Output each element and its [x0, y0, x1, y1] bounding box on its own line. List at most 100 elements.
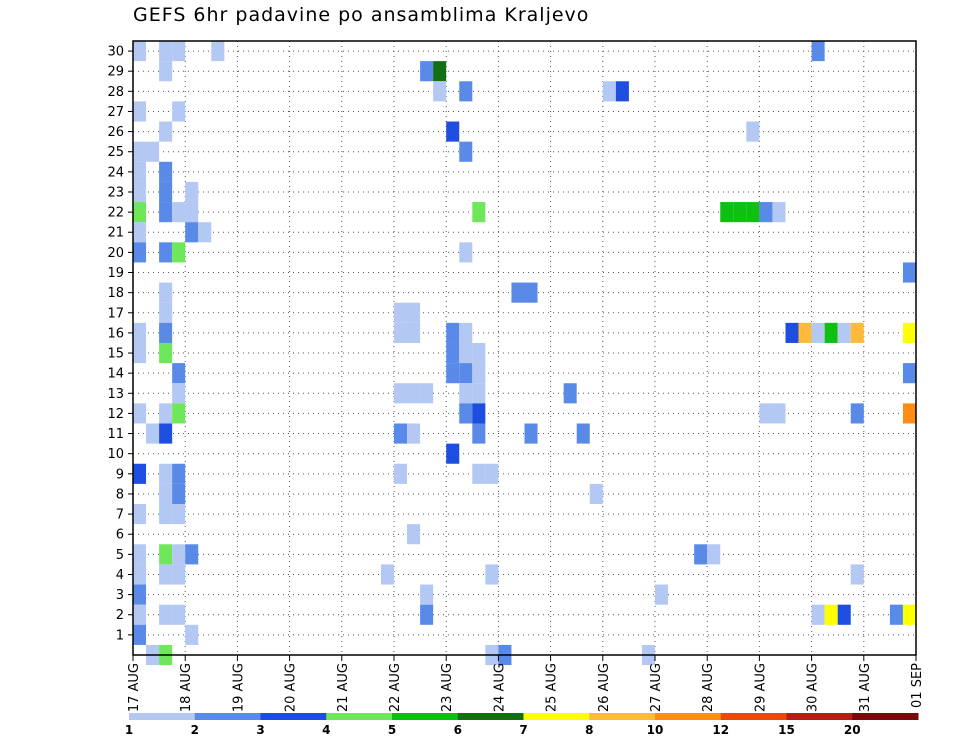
- y-tick-label: 25: [107, 145, 124, 160]
- heatmap-cell: [694, 544, 708, 565]
- y-tick-label: 11: [107, 427, 124, 442]
- y-tick-label: 12: [107, 407, 124, 422]
- heatmap-cell: [172, 101, 186, 122]
- heatmap-cell: [811, 41, 825, 62]
- heatmap-cell: [407, 302, 421, 323]
- y-tick-label: 27: [107, 105, 124, 120]
- heatmap-cell: [133, 41, 147, 62]
- heatmap-cell: [459, 383, 473, 404]
- heatmap-cell: [459, 141, 473, 162]
- y-tick-label: 6: [116, 528, 124, 543]
- heatmap-cell: [159, 483, 173, 505]
- heatmap-cell: [159, 161, 173, 182]
- colorbar-swatch: [260, 713, 327, 720]
- heatmap-cell: [394, 423, 408, 444]
- heatmap-cell: [159, 302, 173, 323]
- colorbar-label: 4: [322, 723, 330, 737]
- colorbar-label: 6: [454, 723, 462, 737]
- heatmap-cell: [889, 604, 903, 625]
- heatmap-cell: [133, 403, 147, 424]
- x-tick-label: 25 AUG: [545, 663, 560, 712]
- y-tick-label: 14: [107, 367, 124, 382]
- y-tick-label: 15: [107, 347, 124, 362]
- y-tick-label: 21: [107, 226, 124, 241]
- heatmap-cell: [185, 202, 199, 223]
- heatmap-cell: [159, 121, 173, 142]
- heatmap-cell: [472, 463, 486, 484]
- heatmap-cell: [159, 604, 173, 625]
- colorbar-label: 10: [647, 723, 664, 737]
- heatmap-cell: [720, 202, 734, 223]
- heatmap-cell: [133, 161, 147, 182]
- heatmap-cell: [407, 383, 421, 404]
- heatmap-cell: [133, 181, 147, 203]
- x-tick-label: 22 AUG: [388, 663, 403, 712]
- heatmap-cell: [459, 403, 473, 424]
- y-tick-label: 16: [107, 326, 124, 341]
- y-tick-label: 3: [116, 588, 124, 603]
- heatmap-cell: [394, 463, 408, 484]
- heatmap-cell: [380, 564, 394, 585]
- heatmap-cell: [159, 403, 173, 424]
- y-tick-label: 4: [116, 568, 124, 583]
- x-tick-label: 24 AUG: [492, 663, 507, 712]
- heatmap-cell: [472, 342, 486, 364]
- y-tick-label: 5: [116, 548, 124, 563]
- heatmap-cell: [172, 604, 186, 625]
- heatmap-cell: [524, 423, 538, 444]
- x-tick-label: 27 AUG: [649, 663, 664, 712]
- y-tick-label: 23: [107, 185, 124, 200]
- heatmap-cell: [524, 282, 538, 303]
- heatmap-cell: [159, 463, 173, 484]
- heatmap-cell: [420, 383, 434, 404]
- heatmap-cell: [420, 604, 434, 625]
- chart-title: GEFS 6hr padavine po ansamblima Kraljevo: [133, 4, 590, 26]
- x-tick-label: 21 AUG: [336, 663, 351, 712]
- heatmap-cell: [159, 202, 173, 223]
- heatmap-cell: [446, 322, 460, 343]
- y-tick-label: 7: [116, 508, 124, 523]
- heatmap-cell: [459, 342, 473, 364]
- colorbar-label: 8: [585, 723, 593, 737]
- heatmap-cell: [133, 504, 147, 525]
- y-tick-label: 17: [107, 306, 124, 321]
- y-tick-label: 9: [116, 467, 124, 482]
- colorbar-label: 2: [191, 723, 199, 737]
- x-tick-label: 20 AUG: [284, 663, 299, 712]
- x-tick-label: 01 SEP: [910, 663, 925, 708]
- heatmap-cell: [785, 322, 799, 343]
- heatmap-cell: [798, 322, 812, 343]
- heatmap-cell: [433, 61, 447, 82]
- heatmap-cell: [133, 202, 147, 223]
- heatmap-cell: [485, 463, 499, 484]
- heatmap-cell: [459, 242, 473, 263]
- heatmap-cell: [172, 383, 186, 404]
- heatmap-cell: [172, 242, 186, 263]
- x-tick-label: 18 AUG: [179, 663, 194, 712]
- heatmap-cell: [172, 463, 186, 484]
- plot-frame: [132, 40, 917, 656]
- heatmap-cell: [198, 222, 212, 243]
- heatmap-cell: [811, 322, 825, 343]
- colorbar-label: 3: [256, 723, 264, 737]
- heatmap-cell: [133, 342, 147, 364]
- heatmap-cell: [133, 624, 147, 645]
- y-tick-label: 22: [107, 206, 124, 221]
- colorbar-label: 20: [844, 723, 861, 737]
- heatmap-cell: [459, 322, 473, 343]
- heatmap-cell: [185, 181, 199, 203]
- heatmap-cell: [159, 242, 173, 263]
- heatmap-cell: [811, 604, 825, 625]
- cells-group: [133, 41, 916, 666]
- y-tick-label: 2: [116, 608, 124, 623]
- heatmap-cell: [576, 423, 590, 444]
- x-tick-label: 17 AUG: [127, 663, 142, 712]
- heatmap-cell: [602, 81, 616, 102]
- colorbar-swatch: [589, 713, 656, 720]
- heatmap-cell: [185, 624, 199, 645]
- colorbar-swatch: [523, 713, 590, 720]
- heatmap-cell: [472, 383, 486, 404]
- heatmap-cell: [707, 544, 721, 565]
- y-tick-label: 30: [107, 45, 124, 60]
- heatmap-cell: [133, 141, 147, 162]
